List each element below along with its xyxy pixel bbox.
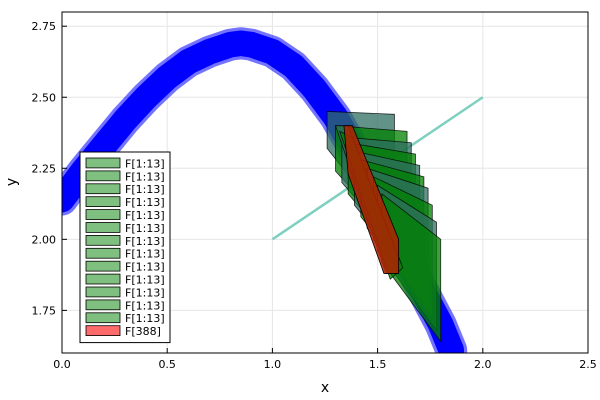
legend-swatch-3 [85, 183, 121, 195]
legend: F[1:13]F[1:13]F[1:13]F[1:13]F[1:13]F[1:1… [79, 151, 171, 344]
axes-ticks: 0.0 0.5 1.0 1.5 2.0 2.5 1.75 2.00 2.25 2.50 2.75 [32, 20, 597, 371]
legend-label-12: F[1:13] [125, 299, 165, 312]
x-tick-label-5: 2.5 [579, 358, 597, 371]
legend-label-6: F[1:13] [125, 222, 165, 235]
y-tick-label-0: 1.75 [32, 304, 57, 317]
legend-label-1: F[1:13] [125, 157, 165, 170]
legend-swatch-7 [85, 234, 121, 246]
legend-swatch-10 [85, 273, 121, 285]
x-tick-label-3: 1.5 [369, 358, 387, 371]
legend-label-5: F[1:13] [125, 209, 165, 222]
plot-area [62, 27, 484, 353]
y-tick-label-1: 2.00 [32, 233, 57, 246]
plot-frame [61, 11, 589, 354]
y-tick-label-4: 2.75 [32, 20, 57, 33]
x-axis-label: x [321, 380, 329, 396]
red-set [343, 125, 400, 274]
legend-label-4: F[1:13] [125, 196, 165, 209]
legend-swatch-4 [85, 196, 121, 207]
legend-swatch-8 [85, 247, 121, 259]
legend-label-3: F[1:13] [125, 183, 165, 196]
legend-swatch-2 [85, 170, 121, 182]
legend-label-10: F[1:13] [125, 274, 165, 287]
x-tick-label-2: 1.0 [264, 358, 282, 371]
legend-swatch-12 [85, 299, 121, 311]
y-tick-label-2: 2.25 [32, 162, 57, 175]
x-tick-label-0: 0.0 [53, 358, 71, 371]
y-tick-label-3: 2.50 [32, 91, 57, 104]
legend-swatch-13 [85, 312, 121, 324]
legend-label-11: F[1:13] [125, 286, 165, 299]
x-tick-label-1: 0.5 [158, 358, 176, 371]
legend-label-9: F[1:13] [125, 261, 165, 274]
legend-swatch-6 [85, 222, 121, 233]
legend-label-14: F[388] [125, 325, 161, 338]
legend-label-13: F[1:13] [125, 312, 165, 325]
legend-label-8: F[1:13] [125, 248, 165, 261]
legend-swatch-5 [85, 209, 121, 220]
y-axis-label: y [4, 178, 20, 186]
legend-swatch-11 [85, 286, 121, 298]
legend-label-7: F[1:13] [125, 235, 165, 248]
x-tick-label-4: 2.0 [474, 358, 492, 371]
legend-label-2: F[1:13] [125, 170, 165, 183]
legend-swatch-14 [85, 325, 121, 337]
legend-swatch-9 [85, 260, 121, 272]
legend-swatch-1 [85, 157, 121, 169]
